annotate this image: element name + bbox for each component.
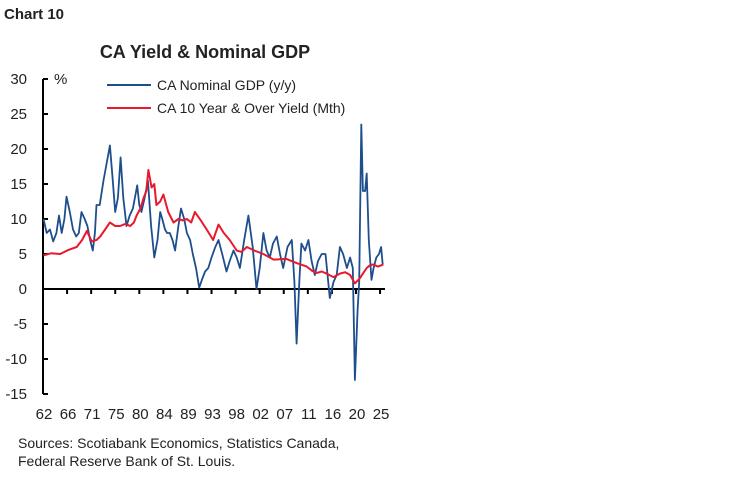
chart-title: CA Yield & Nominal GDP — [99, 42, 311, 62]
legend-label: CA 10 Year & Over Yield (Mth) — [157, 100, 345, 116]
x-tick-label: 89 — [180, 406, 197, 423]
legend-label: CA Nominal GDP (y/y) — [157, 77, 296, 93]
source-line-1: Sources: Scotiabank Economics, Statistic… — [18, 435, 340, 451]
x-tick-label: 98 — [228, 406, 245, 423]
y-tick-label: 15 — [10, 176, 27, 193]
x-tick-label: 62 — [36, 406, 53, 423]
y-tick-label: 30 — [10, 71, 27, 88]
x-tick-label: 80 — [132, 406, 149, 423]
y-tick-label: 25 — [10, 106, 27, 123]
x-tick-label: 84 — [156, 406, 173, 423]
x-tick-label: 75 — [108, 406, 125, 423]
y-tick-label: 5 — [19, 246, 27, 263]
y-tick-label: 20 — [10, 141, 27, 158]
x-tick-label: 02 — [252, 406, 269, 423]
yield-line — [43, 169, 384, 285]
x-tick-label: 07 — [276, 406, 293, 423]
y-tick-label: -10 — [5, 351, 27, 368]
x-tick-label: 11 — [301, 406, 317, 423]
y-tick-label: -5 — [14, 316, 27, 333]
y-axis-unit-label: % — [54, 71, 67, 88]
chart-number-label: Chart 10 — [4, 6, 65, 23]
x-tick-label: 20 — [349, 406, 366, 423]
y-tick-label: -15 — [5, 386, 27, 403]
source-line-2: Federal Reserve Bank of St. Louis. — [18, 453, 236, 469]
x-tick-label: 93 — [204, 406, 221, 423]
x-tick-label: 16 — [325, 406, 342, 423]
y-tick-label: 10 — [10, 211, 27, 228]
x-tick-label: 66 — [60, 406, 77, 423]
x-tick-label: 71 — [84, 406, 101, 423]
sources-note: Sources: Scotiabank Economics, Statistic… — [18, 434, 339, 470]
nominal-gdp-line — [42, 123, 384, 381]
y-tick-label: 0 — [19, 281, 27, 298]
x-tick-label: 25 — [373, 406, 390, 423]
